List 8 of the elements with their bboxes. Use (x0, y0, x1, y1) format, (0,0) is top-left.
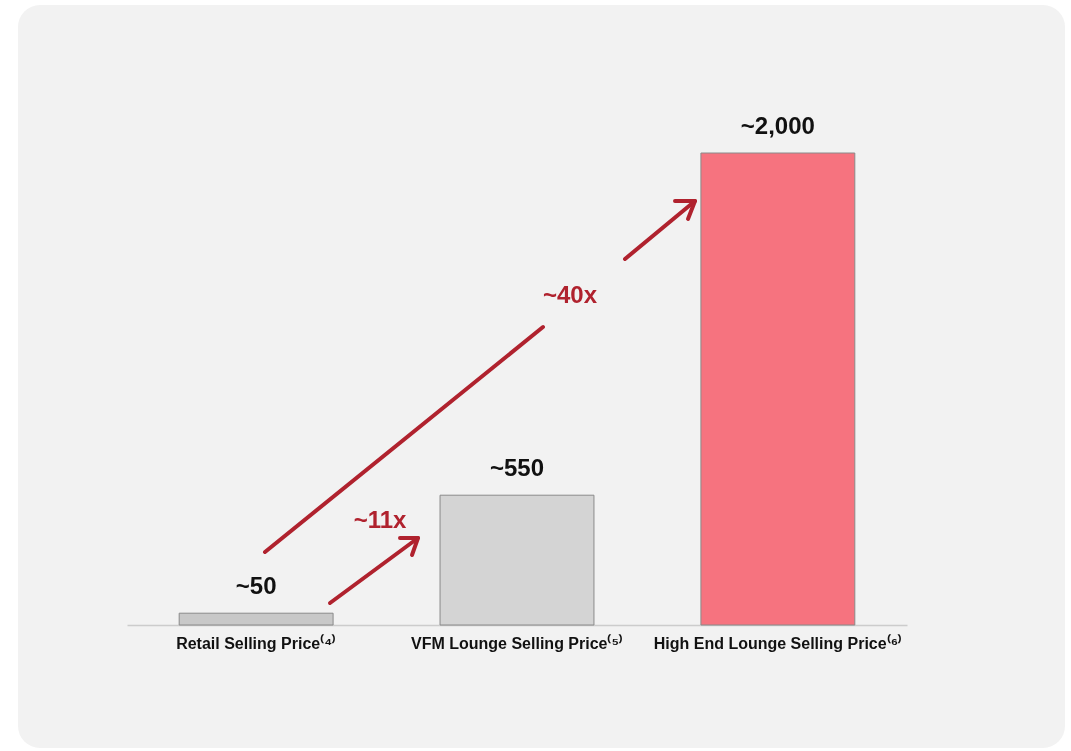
annotation: ~11x (353, 506, 407, 534)
x-tick-label: High End Lounge Selling Price⁽⁶⁾ (653, 633, 903, 652)
data-label: ~2,000 (740, 112, 815, 139)
x-tick-label: VFM Lounge Selling Price⁽⁵⁾ (411, 633, 623, 652)
data-label: ~50 (235, 572, 277, 600)
annotation: ~40x (542, 281, 598, 309)
x-tick-label: Retail Selling Price⁽⁴⁾ (176, 633, 337, 652)
data-label: ~550 (489, 454, 545, 482)
